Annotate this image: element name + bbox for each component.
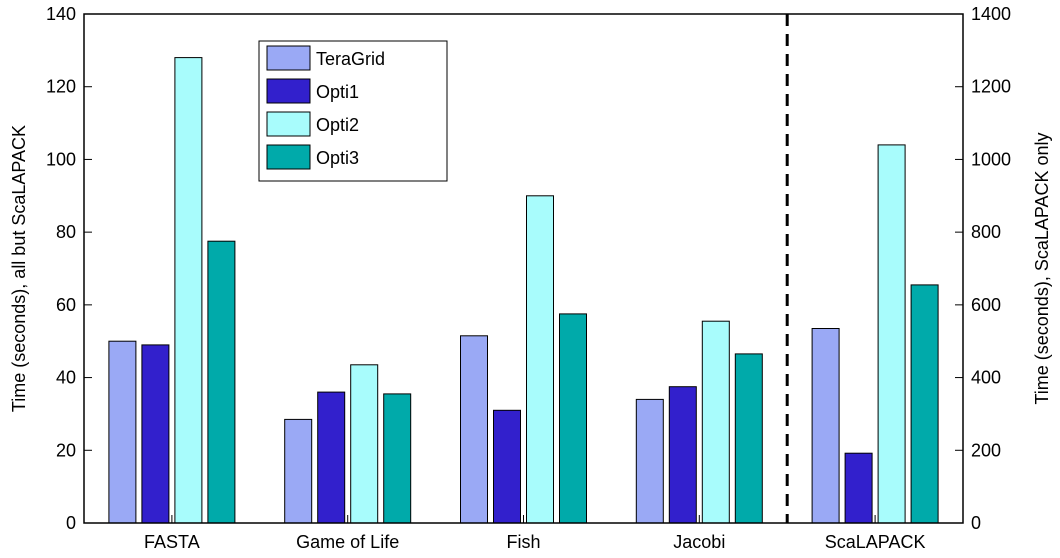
bar-teragrid-3 (635, 398, 664, 524)
x-axis-ticks: FASTA Game of Life Fish Jacobi ScaLAPACK (144, 515, 925, 552)
left-tick-label: 140 (46, 4, 76, 24)
bar-opti2-3 (701, 320, 730, 524)
bar-opti2-0 (174, 57, 203, 524)
legend-label-teragrid: TeraGrid (316, 49, 385, 69)
bar-opti3-0 (207, 240, 236, 524)
bar-opti3-1 (383, 393, 412, 524)
left-tick-label: 20 (56, 440, 76, 460)
legend: TeraGrid Opti1 Opti2 Opti3 (258, 40, 448, 182)
bar-opti3-3 (734, 353, 763, 524)
left-axis-ticks: 0 20 40 60 80 100 120 140 (46, 4, 92, 533)
x-tick-label: Game of Life (296, 532, 399, 552)
x-tick-label: Fish (506, 532, 540, 552)
right-tick-label: 1400 (971, 4, 1011, 24)
bars-group (108, 57, 939, 524)
x-tick-label: ScaLAPACK (825, 532, 926, 552)
right-tick-label: 600 (971, 295, 1001, 315)
left-tick-label: 100 (46, 149, 76, 169)
legend-swatch-opti2 (266, 111, 311, 137)
bar-opti1-3 (668, 386, 697, 524)
right-tick-label: 400 (971, 368, 1001, 388)
left-tick-label: 60 (56, 295, 76, 315)
legend-label-opti3: Opti3 (316, 148, 359, 168)
right-tick-label: 0 (971, 513, 981, 533)
right-tick-label: 200 (971, 440, 1001, 460)
left-tick-label: 0 (66, 513, 76, 533)
bar-teragrid-0 (108, 340, 137, 524)
bar-teragrid-4 (811, 328, 840, 524)
bar-opti1-0 (141, 344, 170, 524)
bar-opti1-4 (844, 452, 873, 524)
x-tick-label: FASTA (144, 532, 200, 552)
left-tick-label: 40 (56, 368, 76, 388)
legend-label-opti1: Opti1 (316, 82, 359, 102)
bar-opti1-1 (317, 391, 346, 524)
y-axis-right-title: Time (seconds), ScaLAPACK only (1032, 132, 1052, 404)
bar-opti1-2 (493, 409, 521, 524)
legend-swatch-opti3 (266, 144, 311, 170)
y-axis-left-title: Time (seconds), all but ScaLAPACK (9, 125, 29, 412)
legend-swatch-opti1 (266, 78, 311, 104)
x-tick-label: Jacobi (673, 532, 725, 552)
legend-label-opti2: Opti2 (316, 115, 359, 135)
bar-opti2-1 (350, 364, 379, 524)
right-tick-label: 800 (971, 222, 1001, 242)
bar-opti3-4 (910, 284, 939, 524)
bar-opti2-4 (877, 144, 906, 524)
bar-teragrid-1 (284, 418, 313, 524)
bar-teragrid-2 (460, 335, 488, 524)
left-tick-label: 80 (56, 222, 76, 242)
legend-swatch-teragrid (266, 45, 311, 71)
left-tick-label: 120 (46, 77, 76, 97)
right-tick-label: 1200 (971, 77, 1011, 97)
bar-opti2-2 (526, 195, 554, 524)
right-axis-ticks: 0 200 400 600 800 1000 1200 1400 (955, 4, 1011, 533)
right-tick-label: 1000 (971, 149, 1011, 169)
bar-opti3-2 (559, 313, 587, 524)
